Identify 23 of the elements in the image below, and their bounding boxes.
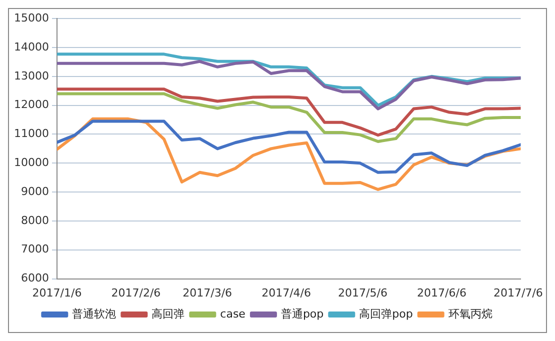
y-tick-label: 7000 — [20, 242, 49, 256]
y-tick-label: 14000 — [14, 40, 49, 54]
y-tick-label: 10000 — [14, 156, 49, 170]
legend-label: 普通pop — [280, 307, 324, 320]
legend-label: 普通软泡 — [72, 307, 116, 320]
y-tick-label: 13000 — [14, 69, 49, 82]
legend-label: 高回弹 — [152, 307, 185, 320]
legend-label: case — [220, 307, 246, 320]
y-tick-label: 11000 — [14, 127, 49, 140]
x-tick-label: 2017/6/6 — [417, 286, 466, 300]
y-tick-label: 12000 — [14, 98, 49, 112]
x-tick-label: 2017/7/6 — [493, 286, 543, 300]
x-tick-label: 2017/2/6 — [111, 286, 161, 300]
y-tick-label: 6000 — [20, 272, 49, 285]
y-tick-label: 15000 — [14, 11, 49, 24]
y-tick-label: 8000 — [20, 214, 49, 227]
x-tick-label: 2017/5/6 — [338, 286, 388, 300]
x-tick-label: 2017/4/6 — [262, 286, 312, 300]
legend-label: 环氧丙烷 — [448, 307, 492, 320]
legend-label: 高回弹pop — [359, 307, 413, 320]
x-tick-label: 2017/1/6 — [32, 286, 82, 300]
y-tick-label: 9000 — [20, 184, 49, 198]
x-tick-label: 2017/3/6 — [182, 286, 232, 300]
